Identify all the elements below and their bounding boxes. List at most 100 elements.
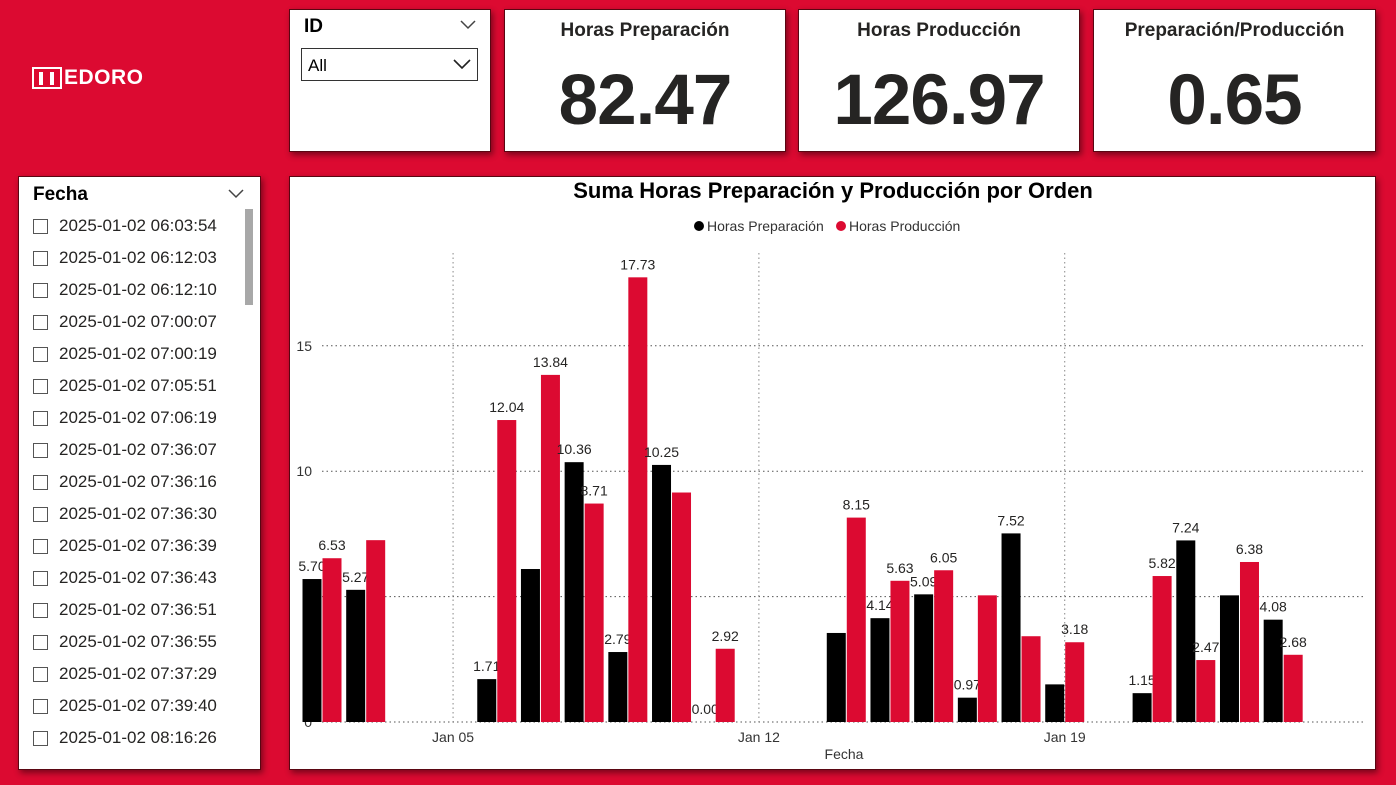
bar bbox=[322, 558, 342, 722]
bar bbox=[564, 462, 584, 722]
legend-marker bbox=[836, 221, 846, 231]
checkbox[interactable] bbox=[33, 474, 48, 490]
date-list-item[interactable]: 2025-01-02 07:36:30 bbox=[33, 498, 217, 530]
bar bbox=[1152, 576, 1172, 722]
data-label: 7.24 bbox=[1172, 519, 1199, 535]
bar bbox=[1132, 693, 1152, 722]
date-list-item[interactable]: 2025-01-02 07:06:19 bbox=[33, 402, 217, 434]
bar bbox=[1239, 561, 1259, 722]
checkbox[interactable] bbox=[33, 346, 48, 362]
bar bbox=[914, 594, 934, 722]
date-list-item[interactable]: 2025-01-02 08:16:26 bbox=[33, 722, 217, 754]
legend-label: Horas Producción bbox=[849, 218, 960, 234]
x-tick-label: Jan 05 bbox=[432, 729, 474, 745]
checkbox[interactable] bbox=[33, 410, 48, 426]
data-label: 5.82 bbox=[1148, 555, 1175, 571]
date-list-item[interactable]: 2025-01-02 07:36:51 bbox=[33, 594, 217, 626]
checkbox[interactable] bbox=[33, 666, 48, 682]
checkbox[interactable] bbox=[33, 602, 48, 618]
bar bbox=[977, 595, 997, 722]
date-list-item[interactable]: 2025-01-02 07:36:55 bbox=[33, 626, 217, 658]
bar bbox=[846, 517, 866, 722]
bar bbox=[1045, 684, 1065, 722]
scrollbar-thumb[interactable] bbox=[245, 209, 253, 305]
bar bbox=[652, 464, 672, 722]
date-list-item[interactable]: 2025-01-02 06:12:10 bbox=[33, 274, 217, 306]
bar bbox=[672, 492, 692, 722]
checkbox[interactable] bbox=[33, 378, 48, 394]
data-label: 2.68 bbox=[1280, 634, 1307, 650]
logo-text: EDORO bbox=[64, 66, 144, 89]
data-label: 0.00 bbox=[692, 701, 719, 717]
bar bbox=[1283, 654, 1303, 722]
chevron-down-icon[interactable] bbox=[460, 20, 476, 30]
bar bbox=[1001, 533, 1021, 722]
date-label: 2025-01-02 07:36:07 bbox=[59, 440, 217, 459]
date-label: 2025-01-02 07:05:51 bbox=[59, 376, 217, 395]
data-label: 4.08 bbox=[1260, 599, 1287, 615]
data-label: 2.92 bbox=[712, 628, 739, 644]
checkbox[interactable] bbox=[33, 506, 48, 522]
bar bbox=[628, 277, 648, 722]
data-label: 5.27 bbox=[342, 569, 369, 585]
date-list-item[interactable]: 2025-01-02 07:36:43 bbox=[33, 562, 217, 594]
bar bbox=[1263, 619, 1283, 722]
y-tick-label: 10 bbox=[296, 463, 312, 479]
x-tick-label: Jan 19 bbox=[1044, 729, 1086, 745]
data-label: 0.97 bbox=[954, 677, 981, 693]
checkbox[interactable] bbox=[33, 442, 48, 458]
data-label: 8.15 bbox=[843, 497, 870, 513]
bar bbox=[302, 579, 322, 722]
date-list-item[interactable]: 2025-01-02 07:37:29 bbox=[33, 658, 217, 690]
date-list-item[interactable]: 2025-01-02 07:05:51 bbox=[33, 370, 217, 402]
data-label: 1.15 bbox=[1128, 672, 1155, 688]
brand-logo: EDORO bbox=[32, 66, 144, 90]
kpi-card-horas-preparacion: Horas Preparación 82.47 bbox=[504, 9, 786, 152]
logo-mark-icon bbox=[32, 67, 62, 89]
kpi-value: 0.65 bbox=[1167, 61, 1302, 140]
checkbox[interactable] bbox=[33, 314, 48, 330]
date-label: 2025-01-02 07:36:30 bbox=[59, 504, 217, 523]
y-tick-label: 15 bbox=[296, 338, 312, 354]
checkbox[interactable] bbox=[33, 634, 48, 650]
date-list-item[interactable]: 2025-01-02 07:39:40 bbox=[33, 690, 217, 722]
checkbox[interactable] bbox=[33, 538, 48, 554]
date-list-item[interactable]: 2025-01-02 07:00:19 bbox=[33, 338, 217, 370]
checkbox[interactable] bbox=[33, 250, 48, 266]
legend-marker bbox=[694, 221, 704, 231]
kpi-card-ratio: Preparación/Producción 0.65 bbox=[1093, 9, 1376, 152]
bar bbox=[957, 697, 977, 722]
bar bbox=[1021, 636, 1041, 722]
date-list-item[interactable]: 2025-01-02 07:36:39 bbox=[33, 530, 217, 562]
date-list-item[interactable]: 2025-01-02 07:36:16 bbox=[33, 466, 217, 498]
data-label: 5.70 bbox=[298, 558, 325, 574]
bar bbox=[366, 540, 386, 722]
date-label: 2025-01-02 07:36:16 bbox=[59, 472, 217, 491]
bar bbox=[1065, 642, 1085, 722]
checkbox[interactable] bbox=[33, 282, 48, 298]
id-slicer: ID All bbox=[289, 9, 491, 152]
checkbox[interactable] bbox=[33, 698, 48, 714]
bar bbox=[608, 652, 628, 722]
checkbox[interactable] bbox=[33, 218, 48, 234]
date-list-item[interactable]: 2025-01-02 07:00:07 bbox=[33, 306, 217, 338]
checkbox[interactable] bbox=[33, 570, 48, 586]
date-list-item[interactable]: 2025-01-02 06:03:54 bbox=[33, 210, 217, 242]
date-label: 2025-01-02 07:00:19 bbox=[59, 344, 217, 363]
id-dropdown-value: All bbox=[308, 56, 327, 75]
data-label: 6.05 bbox=[930, 549, 957, 565]
checkbox[interactable] bbox=[33, 730, 48, 746]
date-label: 2025-01-02 07:39:40 bbox=[59, 696, 217, 715]
data-label: 5.09 bbox=[910, 573, 937, 589]
chevron-down-icon[interactable] bbox=[228, 189, 244, 199]
fecha-slicer-title: Fecha bbox=[33, 184, 88, 205]
data-label: 10.36 bbox=[557, 441, 592, 457]
date-label: 2025-01-02 07:36:55 bbox=[59, 632, 217, 651]
id-dropdown[interactable]: All bbox=[301, 48, 478, 81]
date-label: 2025-01-02 06:12:10 bbox=[59, 280, 217, 299]
date-list: 2025-01-02 06:03:54 2025-01-02 06:12:03 20… bbox=[33, 210, 217, 754]
date-list-item[interactable]: 2025-01-02 06:12:03 bbox=[33, 242, 217, 274]
date-label: 2025-01-02 07:36:43 bbox=[59, 568, 217, 587]
data-label: 2.79 bbox=[604, 631, 631, 647]
date-list-item[interactable]: 2025-01-02 07:36:07 bbox=[33, 434, 217, 466]
